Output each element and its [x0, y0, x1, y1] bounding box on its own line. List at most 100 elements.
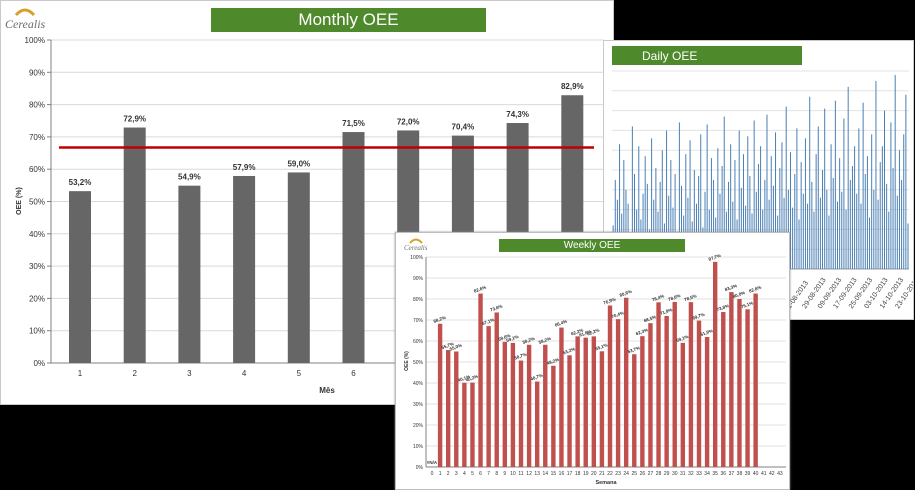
bar — [828, 215, 830, 269]
data-label: 59,0% — [287, 159, 310, 168]
y-tick-label: 70% — [413, 318, 424, 324]
bar — [871, 134, 873, 269]
x-tick-label: 5 — [471, 471, 474, 477]
bar — [644, 156, 646, 269]
bar — [813, 211, 815, 269]
bar — [796, 128, 798, 269]
bar — [712, 261, 718, 467]
x-tick-label: 17 — [567, 471, 573, 477]
bar — [886, 183, 888, 269]
bar — [830, 144, 832, 269]
bar — [839, 158, 841, 269]
y-tick-label: 20% — [29, 294, 45, 303]
x-tick-label: 8 — [495, 471, 498, 477]
x-tick-label: 13 — [534, 471, 540, 477]
bar — [631, 126, 633, 269]
bar — [862, 102, 864, 270]
bar — [710, 158, 712, 269]
bar — [858, 128, 860, 269]
bar — [638, 146, 640, 269]
bar — [815, 154, 817, 269]
bar — [903, 134, 905, 269]
bar — [745, 309, 750, 467]
x-tick-label: 14 — [542, 471, 548, 477]
bar — [445, 350, 451, 467]
bar — [69, 191, 91, 363]
bar — [770, 156, 772, 269]
data-label: 82,6% — [473, 285, 487, 294]
data-label: 61,6% — [578, 329, 592, 338]
data-label: 97,7% — [708, 253, 722, 262]
bar — [875, 80, 877, 270]
bar — [866, 156, 868, 269]
bar — [632, 354, 637, 467]
data-label: 58,2% — [538, 336, 552, 345]
bar — [575, 336, 580, 467]
x-tick-label: 41 — [761, 471, 767, 477]
y-tick-label: 90% — [413, 276, 424, 282]
y-tick-label: 60% — [29, 165, 45, 174]
bar — [734, 160, 736, 269]
bar — [599, 351, 605, 467]
daily-chart: 1-08-201329-08-201309-09-201317-09-20132… — [612, 70, 913, 310]
data-label: 61,9% — [700, 328, 714, 337]
bar — [755, 191, 757, 269]
data-label: 57,9% — [233, 163, 256, 172]
y-tick-label: 60% — [413, 339, 424, 345]
data-label: 55,0% — [449, 343, 463, 352]
bar — [615, 319, 621, 467]
data-label: 55,1% — [595, 342, 609, 351]
bar — [881, 146, 883, 269]
bar — [470, 382, 475, 467]
bar — [892, 168, 894, 269]
x-tick-label: 2 — [132, 369, 137, 378]
cerealis-logo-icon — [14, 8, 36, 17]
x-tick-label: 26 — [640, 471, 646, 477]
y-tick-label: 90% — [29, 68, 45, 77]
bar — [233, 175, 256, 363]
bar — [766, 114, 768, 269]
data-label: 62,3% — [635, 327, 649, 336]
data-label: 59,1% — [675, 334, 689, 343]
bar — [834, 100, 836, 269]
data-label: 40,1% — [457, 374, 471, 383]
bar — [543, 344, 548, 467]
x-tick-label: 19 — [583, 471, 589, 477]
x-tick-label: 29 — [664, 471, 670, 477]
data-label: 76,9% — [603, 297, 617, 306]
x-tick-label: 16 — [559, 471, 565, 477]
bar — [757, 164, 759, 269]
bar — [824, 108, 826, 270]
cerealis-logo-small-icon — [408, 238, 423, 244]
bar — [623, 160, 625, 269]
x-tick-label: 40 — [753, 471, 759, 477]
bar — [873, 189, 875, 269]
bar — [670, 160, 672, 269]
y-axis-title: OEE (%) — [404, 351, 410, 371]
bar — [623, 297, 629, 467]
bar — [785, 106, 787, 269]
bar — [851, 166, 853, 269]
bar — [841, 191, 843, 269]
y-tick-label: 100% — [25, 36, 45, 45]
bar — [753, 120, 755, 269]
data-label: 72,9% — [123, 115, 146, 124]
bar — [775, 132, 777, 269]
x-tick-label: 43 — [777, 471, 783, 477]
y-tick-label: 30% — [29, 262, 45, 271]
data-label: 53,7% — [627, 345, 641, 354]
data-label: 78,4% — [651, 293, 665, 302]
data-label: 50,7% — [514, 352, 528, 361]
bar — [740, 187, 742, 269]
x-tick-label: 6 — [479, 471, 482, 477]
x-tick-label: 3 — [455, 471, 458, 477]
bar — [651, 138, 653, 269]
data-label: 54,9% — [178, 173, 201, 182]
x-tick-label: 27 — [648, 471, 654, 477]
bar — [760, 146, 762, 269]
bar — [907, 223, 909, 269]
y-tick-label: 40% — [413, 381, 424, 387]
y-tick-label: 0% — [33, 359, 45, 368]
x-tick-label: 11 — [518, 471, 523, 477]
bar — [792, 207, 794, 269]
